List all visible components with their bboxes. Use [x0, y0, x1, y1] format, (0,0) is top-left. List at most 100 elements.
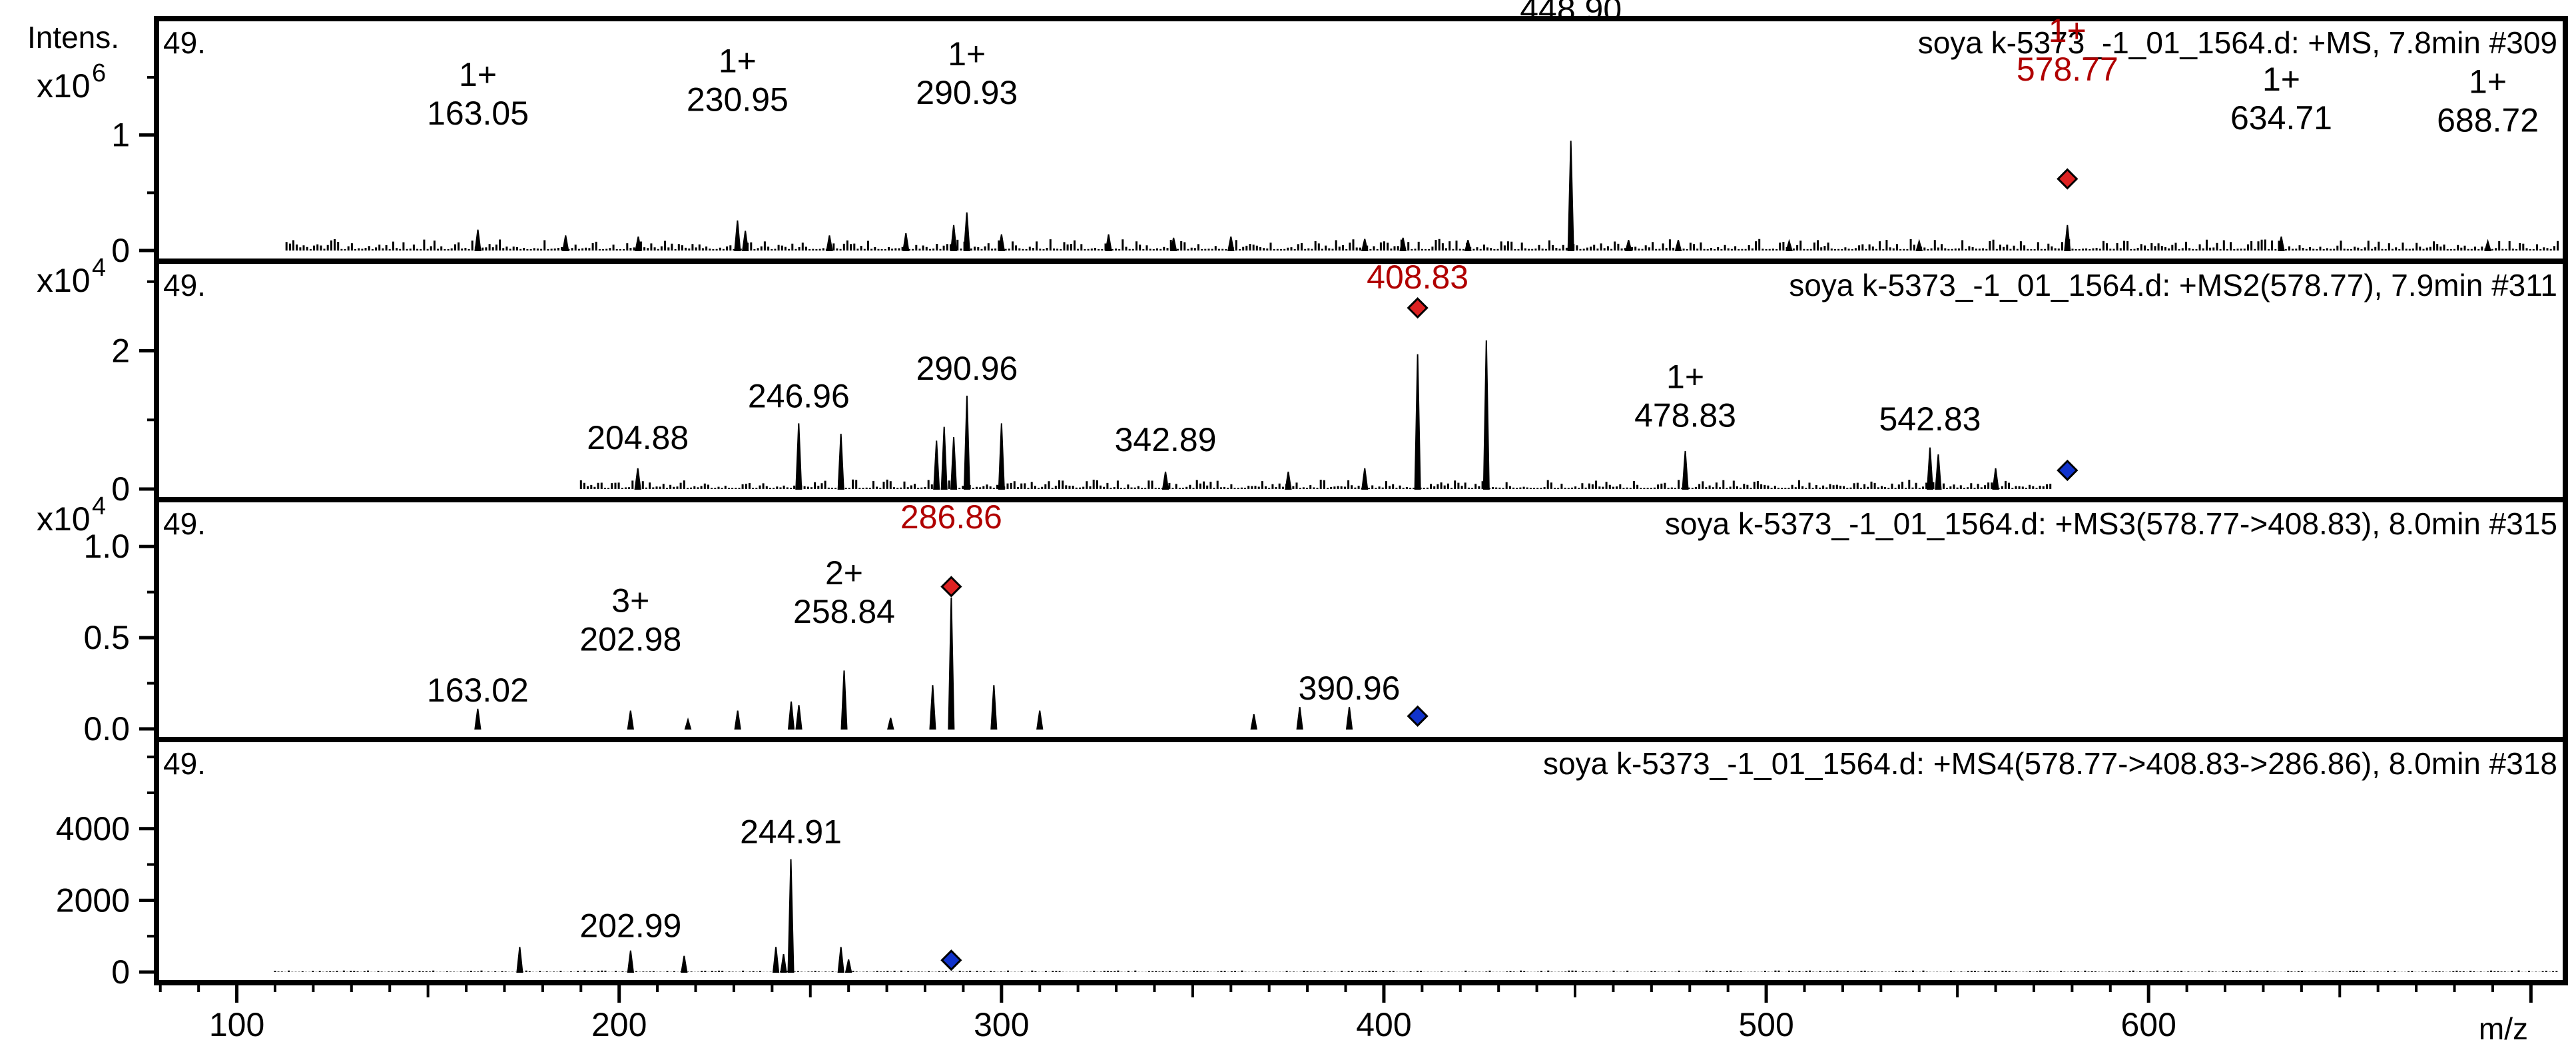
peak-annotation: 163.02	[427, 672, 529, 709]
peak-label-mz: 286.86	[900, 498, 1002, 536]
peak-annotation: 290.96	[916, 350, 1018, 387]
peak-annotation: 634.711+	[2230, 61, 2332, 137]
peak-375	[1285, 471, 1292, 490]
precursor-marker-red	[2057, 168, 2079, 190]
peak-378	[1296, 707, 1303, 730]
peak-478.83	[1682, 450, 1689, 490]
peak-label-charge: 1+	[2049, 12, 2087, 49]
peak-202.99	[627, 950, 634, 973]
peak-300	[998, 423, 1005, 490]
peak-283	[933, 440, 940, 490]
peak-426.8	[1482, 340, 1490, 490]
precursor-marker-red	[940, 576, 962, 598]
y-exponent: x10 4	[37, 492, 106, 538]
peak-label-charge: 1+	[1666, 358, 1704, 396]
precursor-marker-blue	[2057, 459, 2079, 482]
peak-label-mz: 258.84	[793, 593, 895, 630]
peak-label-mz: 634.71	[2230, 99, 2332, 137]
peak-290.93	[963, 212, 970, 251]
peak-395	[1361, 239, 1369, 251]
peak-annotation: 542.83	[1879, 400, 1981, 438]
panel-label: 49.	[163, 268, 206, 302]
peak-287.5	[950, 225, 958, 251]
peak-298	[990, 685, 998, 730]
peak-282	[929, 685, 936, 730]
precursor-marker-red	[1407, 297, 1429, 319]
peak-688.72	[2484, 239, 2491, 251]
peak-560	[1992, 468, 1999, 490]
peak-label-mz: 390.96	[1299, 670, 1401, 707]
x-tick-label: 400	[1356, 1006, 1411, 1043]
peak-300	[998, 234, 1005, 251]
peak-260	[844, 959, 852, 973]
peak-label-mz: 163.05	[427, 95, 529, 132]
peak-258	[837, 433, 844, 490]
peak-540	[1915, 239, 1923, 251]
peak-annotation: 448.901+	[1520, 0, 1622, 28]
peak-label-mz: 342.89	[1115, 421, 1217, 458]
y-axis-panel-2: 02	[111, 280, 157, 508]
peak-464	[1625, 240, 1632, 251]
peak-287.5	[950, 437, 958, 490]
peak-247	[795, 705, 803, 730]
peak-label-charge: 1+	[459, 56, 497, 93]
peak-542.83	[1926, 447, 1934, 490]
peak-label-charge: 1+	[2469, 63, 2507, 100]
peak-annotation: 286.86	[900, 498, 1002, 536]
scan-title: soya k-5373_-1_01_1564.d: +MS3(578.77->4…	[1665, 506, 2557, 541]
panel-label: 49.	[163, 506, 206, 541]
peak-286.86	[948, 597, 955, 730]
noise-trace	[285, 239, 2559, 251]
peak-annotation: 408.83	[1367, 259, 1468, 296]
peak-218	[684, 717, 692, 730]
peak-annotation: 163.051+	[427, 56, 529, 132]
peak-label-mz: 408.83	[1367, 259, 1468, 296]
precursor-marker-blue	[1407, 705, 1429, 727]
peak-163.05	[474, 229, 482, 251]
peak-annotation: 230.951+	[687, 42, 789, 118]
exponent-base: x10	[37, 500, 91, 538]
peak-255	[826, 235, 833, 251]
peak-231	[734, 710, 741, 730]
peak-506	[1785, 239, 1793, 251]
y-tick-label: 1	[111, 117, 130, 154]
peak-245	[787, 701, 795, 730]
y-tick-label: 2000	[56, 881, 130, 919]
y-axis-panel-4: 0 2000 4000	[56, 756, 157, 991]
y-exponent: x10 4	[37, 254, 106, 299]
peak-label-mz: 230.95	[687, 81, 789, 118]
x-tick-label: 500	[1738, 1006, 1793, 1043]
peak-204.88	[634, 468, 641, 490]
peak-163.02	[474, 708, 482, 730]
panel-label: 49.	[163, 746, 206, 781]
peak-241	[772, 947, 780, 973]
peak-label-mz: 478.83	[1634, 397, 1736, 434]
peak-405	[1399, 237, 1407, 251]
exponent-power: 4	[92, 254, 106, 282]
y-tick-label: 0	[111, 953, 130, 991]
ms-panel-4: 0 2000 4000 49. soya k-5373_-1_01_1564.d: +M…	[56, 737, 2568, 991]
peak-label-mz: 290.96	[916, 350, 1018, 387]
peak-634.71	[2278, 237, 2285, 251]
peak-174	[516, 947, 523, 973]
precursor-marker-blue	[940, 949, 962, 971]
y-tick-label: 0.5	[83, 619, 130, 656]
exponent-power: 6	[92, 59, 106, 87]
peak-310	[1036, 710, 1044, 730]
peak-477	[1674, 240, 1682, 251]
peak-annotation: 390.96	[1299, 670, 1401, 707]
peak-328	[1105, 234, 1112, 251]
peak-annotation: 478.831+	[1634, 358, 1736, 434]
x-tick-label: 300	[974, 1006, 1029, 1043]
peak-545	[1935, 454, 1942, 490]
peak-label-mz: 448.90	[1520, 0, 1622, 28]
peak-186	[562, 235, 569, 251]
peak-annotation: 204.88	[587, 419, 689, 456]
peak-annotation: 246.96	[748, 378, 850, 415]
peak-246.96	[795, 423, 803, 490]
noise-trace	[274, 970, 2558, 972]
